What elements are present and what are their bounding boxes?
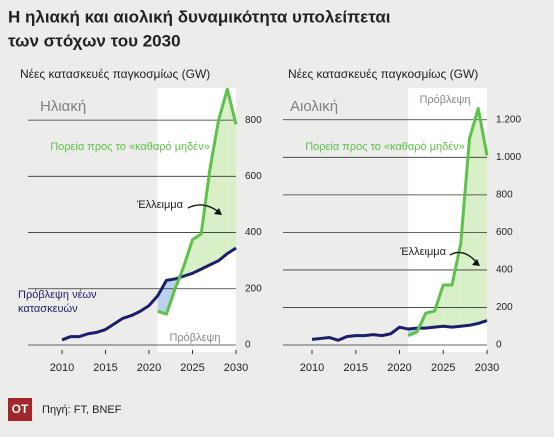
title: Η ηλιακή και αιολική δυναμικότητα υπολεί…: [8, 7, 391, 26]
x-tick-label: 2010: [300, 362, 324, 374]
gap-area: [443, 284, 452, 328]
gap-area: [209, 120, 219, 265]
y-tick-label: 800: [245, 115, 262, 126]
logo-box: [8, 398, 32, 421]
series-label-box: Πρόβλεψη νέων κατασκευών: [18, 289, 97, 315]
y-tick-label: 1.000: [496, 152, 521, 163]
gap-label: Έλλειμμα: [399, 246, 447, 258]
panel-title: Ηλιακή: [40, 98, 86, 115]
series-label: Πορεία προς το «καθαρό μηδέν»: [305, 141, 465, 153]
gap-area: [452, 243, 461, 328]
series-label: Πρόβλεψη νέων κατασκευών: [18, 289, 97, 315]
y-tick-label: 0: [245, 340, 251, 351]
x-tick-label: 2015: [344, 362, 368, 374]
gap-area: [192, 233, 202, 274]
y-tick-label: 0: [496, 340, 502, 351]
y-tick-label: 200: [245, 283, 262, 294]
x-tick-label: 2020: [387, 362, 411, 374]
y-tick-label: 600: [245, 171, 262, 182]
x-tick-label: 2025: [431, 362, 455, 374]
forecast-label: Πρόβλεψη: [169, 332, 220, 344]
panel-title: Αιολική: [290, 98, 338, 115]
x-tick-label: 2015: [93, 362, 117, 374]
y-tick-label: 400: [496, 265, 513, 276]
line: [407, 107, 489, 337]
gap-area: [227, 89, 236, 254]
x-tick-label: 2030: [475, 362, 499, 374]
y-tick-label: 600: [496, 227, 513, 238]
subtitle: Νέες κατασκευές παγκοσμίως (GW): [20, 67, 210, 81]
x-tick-label: 2010: [50, 362, 74, 374]
line: [311, 319, 488, 342]
line: [61, 246, 237, 342]
title: των στόχων του 2030: [8, 31, 181, 50]
gap-arrowhead: [214, 208, 222, 215]
gap-area: [218, 89, 228, 261]
series-label: Πορεία προς το «καθαρό μηδέν»: [50, 141, 210, 153]
x-tick-label: 2020: [137, 362, 161, 374]
gap-label: Έλλειμμα: [136, 199, 184, 211]
forecast-label: Πρόβλεψη: [419, 94, 470, 106]
y-tick-label: 800: [496, 189, 513, 200]
gap-area: [425, 311, 435, 329]
source: Πηγή: FT, BNEF: [42, 404, 122, 416]
gap-area: [469, 108, 479, 326]
line: [157, 87, 238, 316]
subtitle: Νέες κατασκευές παγκοσμίως (GW): [288, 67, 478, 81]
y-tick-label: 400: [245, 227, 262, 238]
gap-arrowhead: [472, 259, 480, 266]
y-tick-label: 1.200: [496, 114, 521, 125]
x-tick-label: 2030: [224, 362, 248, 374]
x-tick-label: 2025: [180, 362, 204, 374]
y-tick-label: 200: [496, 302, 513, 313]
logo: ΟΤ: [12, 402, 29, 416]
